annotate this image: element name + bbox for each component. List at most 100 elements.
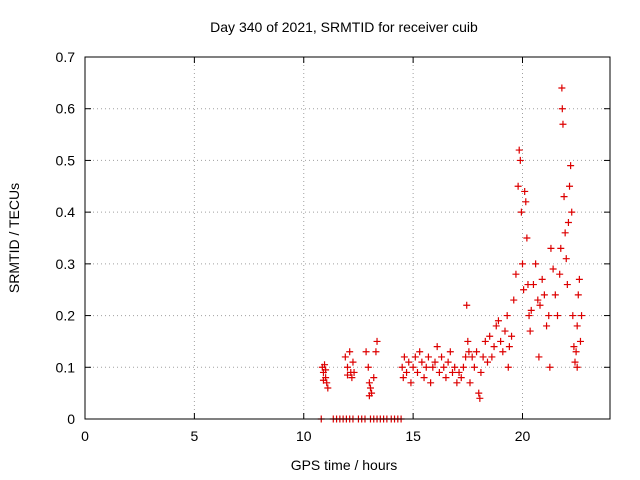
data-point [453, 379, 461, 387]
data-point [403, 368, 411, 376]
y-tick-label: 0.7 [56, 49, 76, 65]
data-point [440, 363, 448, 371]
data-point [411, 353, 419, 361]
data-point [576, 337, 584, 345]
data-point [512, 270, 520, 278]
y-tick-label: 0.6 [56, 101, 76, 117]
data-point [409, 363, 417, 371]
data-point [321, 361, 329, 369]
plot-frame [84, 56, 611, 420]
data-point [350, 368, 358, 376]
data-point [540, 291, 548, 299]
data-point [578, 312, 586, 320]
x-tick-label: 15 [405, 428, 421, 444]
data-point [519, 260, 526, 268]
data-point [523, 234, 531, 242]
data-point [475, 389, 483, 397]
data-point [558, 105, 566, 113]
data-point [557, 244, 565, 252]
data-point [532, 260, 540, 268]
data-point [322, 366, 330, 374]
data-point [514, 182, 522, 190]
data-point [536, 301, 544, 309]
data-point [572, 348, 580, 356]
data-point [341, 353, 349, 361]
data-point [520, 286, 528, 294]
data-point [566, 182, 574, 190]
data-point [571, 358, 579, 366]
data-point [516, 156, 524, 164]
data-point [484, 358, 491, 366]
data-point [573, 322, 581, 330]
data-point [481, 337, 489, 345]
data-point [344, 363, 351, 371]
data-point [473, 348, 481, 356]
data-point [547, 244, 555, 252]
data-point [573, 363, 581, 371]
data-point [515, 146, 523, 154]
data-point [455, 368, 463, 376]
x-axis-label: GPS time / hours [291, 457, 398, 473]
data-point [567, 162, 575, 170]
data-point [499, 348, 507, 356]
data-point [427, 379, 435, 387]
data-point [366, 384, 374, 392]
data-point [422, 363, 430, 371]
data-point [449, 368, 456, 376]
data-point [444, 358, 452, 366]
data-point [562, 255, 570, 263]
data-point [554, 312, 561, 320]
data-point [558, 84, 566, 92]
data-point [488, 353, 496, 361]
data-point [400, 353, 408, 361]
data-point [424, 353, 432, 361]
y-tick-label: 0.2 [56, 308, 76, 324]
data-point [556, 270, 564, 278]
data-point [420, 374, 428, 382]
data-point [494, 317, 502, 325]
data-point [319, 376, 327, 384]
y-tick-label: 0.4 [56, 204, 76, 220]
data-point [470, 363, 478, 371]
data-point [429, 363, 437, 371]
data-point [365, 379, 373, 387]
data-point [372, 348, 380, 356]
data-point [433, 343, 441, 351]
data-point [549, 265, 557, 273]
data-point [414, 368, 421, 376]
y-axis-label: SRMTID / TECUs [6, 183, 22, 293]
data-point [575, 275, 583, 283]
x-tick-label: 10 [296, 428, 312, 444]
data-point [365, 392, 373, 400]
data-point [492, 322, 500, 330]
data-point [570, 343, 578, 351]
data-point [348, 374, 356, 382]
data-point [546, 363, 554, 371]
data-point [349, 358, 357, 366]
data-point [446, 348, 454, 356]
data-point [563, 281, 571, 289]
data-point [551, 291, 559, 299]
data-point [501, 327, 509, 335]
data-point [517, 208, 525, 216]
data-point [398, 363, 406, 371]
data-point [405, 358, 413, 366]
data-point [525, 312, 533, 320]
x-tick-label: 0 [81, 428, 89, 444]
y-tick-label: 0.5 [56, 152, 76, 168]
data-point [438, 353, 446, 361]
data-point [459, 363, 467, 371]
data-point [490, 343, 498, 351]
data-point [521, 187, 529, 195]
data-point [435, 368, 443, 376]
data-point [538, 275, 546, 283]
data-point [497, 337, 505, 345]
data-point [399, 374, 407, 382]
data-point [535, 353, 543, 361]
y-axis-ticks: 0 0.1 0.2 0.3 0.4 0.5 0.6 0.7 [56, 49, 610, 427]
data-point [457, 374, 465, 382]
data-point [569, 312, 577, 320]
data-point [504, 363, 512, 371]
data-point [477, 368, 485, 376]
data-point [416, 348, 424, 356]
